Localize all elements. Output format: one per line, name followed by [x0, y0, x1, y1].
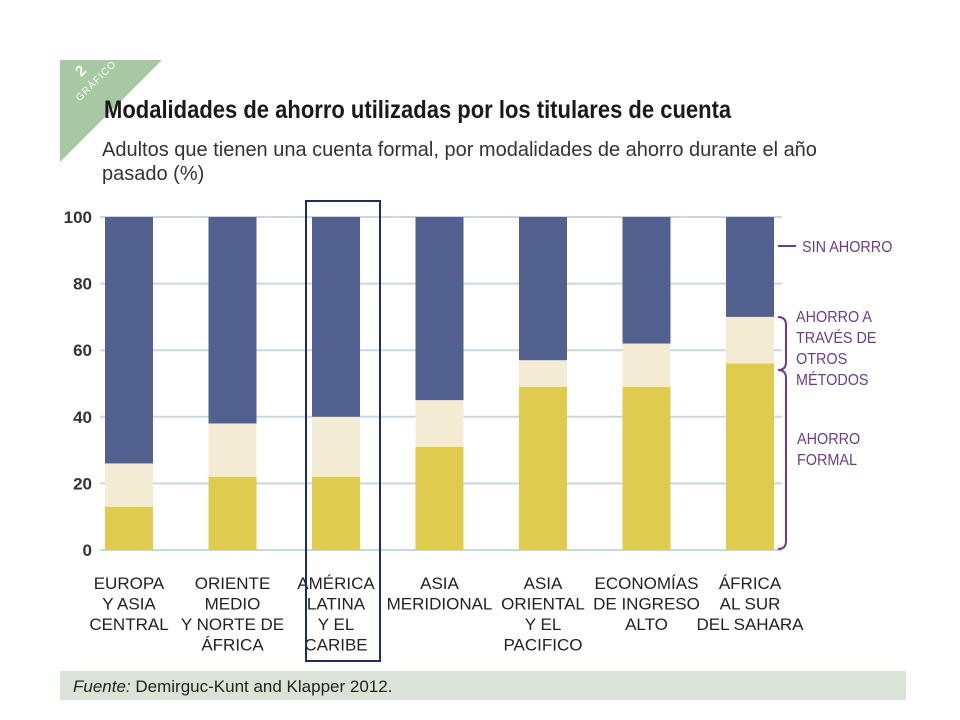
- legend-label-sin-ahorro: SIN AHORRO: [802, 238, 893, 256]
- bar-segment-otros: [312, 416, 360, 477]
- bar-segment-formal: [312, 476, 360, 550]
- bar-segment-formal: [208, 476, 257, 550]
- legend-label-formal: AHORRO FORMAL: [797, 430, 860, 469]
- source-text: Demirguc-Kunt and Klapper 2012.: [130, 677, 393, 696]
- bar-segment-formal: [726, 363, 774, 550]
- bar-segment-otros: [726, 316, 774, 364]
- legend-bracket-otros: [777, 316, 787, 371]
- bar-segment-formal: [622, 386, 671, 550]
- bar-segment-sin-ahorro: [519, 217, 567, 361]
- bar-segment-sin-ahorro: [622, 217, 671, 344]
- category-label: ECONOMÍAS DE INGRESO ALTO: [593, 574, 700, 634]
- category-label: ASIA ORIENTAL Y EL PACIFICO: [501, 574, 585, 655]
- bar-segment-otros: [105, 463, 153, 507]
- y-tick-label: 40: [73, 408, 92, 427]
- category-label: EUROPA Y ASIA CENTRAL: [89, 574, 168, 634]
- bar-segment-formal: [519, 386, 567, 550]
- bar-segment-otros: [415, 400, 464, 447]
- y-tick-label: 60: [73, 341, 92, 360]
- legend-bracket-formal: [777, 369, 787, 550]
- chart-title: Modalidades de ahorro utilizadas por los…: [104, 96, 732, 124]
- y-tick-label: 20: [73, 474, 92, 493]
- category-label: ORIENTE MEDIO Y NORTE DE ÁFRICA: [181, 574, 284, 655]
- badge-triangle: [60, 60, 162, 162]
- bar-segment-sin-ahorro: [312, 217, 360, 417]
- y-tick-label: 80: [73, 275, 92, 294]
- category-label: AMÉRICA LATINA Y EL CARIBE: [297, 574, 375, 655]
- bar-segment-sin-ahorro: [415, 217, 464, 401]
- category-label: ÁFRICA AL SUR DEL SAHARA: [696, 574, 804, 634]
- bar-segment-otros: [622, 343, 671, 387]
- chart-number-badge: [60, 60, 162, 162]
- bar-segment-formal: [105, 506, 153, 550]
- bar-segment-sin-ahorro: [726, 217, 774, 317]
- bar-segment-formal: [415, 446, 464, 550]
- bar-segment-sin-ahorro: [105, 217, 153, 464]
- source-bar: [60, 671, 906, 700]
- y-tick-label: 100: [64, 208, 92, 227]
- bar-segment-otros: [208, 423, 257, 477]
- legend-label-otros: AHORRO A TRAVÉS DE OTROS MÉTODOS: [796, 308, 877, 389]
- y-tick-label: 0: [83, 541, 92, 560]
- source-note: Fuente: Demirguc-Kunt and Klapper 2012.: [73, 677, 392, 697]
- chart-subtitle: Adultos que tienen una cuenta formal, po…: [102, 139, 817, 185]
- source-label: Fuente:: [73, 677, 131, 696]
- highlight-box: [305, 200, 381, 662]
- bar-segment-sin-ahorro: [208, 217, 257, 424]
- bar-segment-otros: [519, 360, 567, 387]
- category-label: ASIA MERIDIONAL: [387, 574, 493, 614]
